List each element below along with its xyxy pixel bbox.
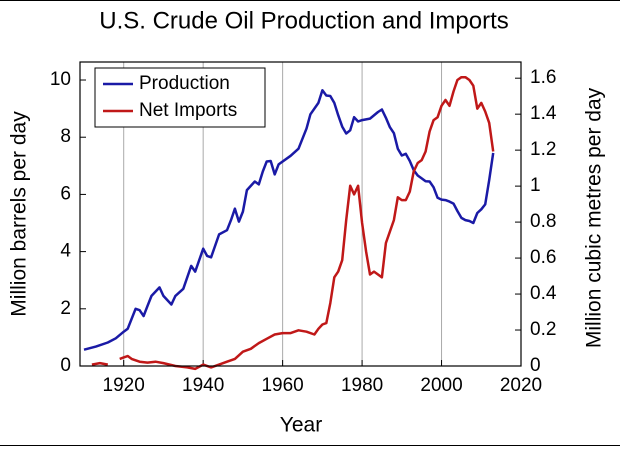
- y2-tick-label: 1.2: [530, 139, 556, 160]
- x-tick-label: 1980: [341, 375, 383, 396]
- y2-tick-label: 0.6: [530, 247, 556, 268]
- legend-label: Net Imports: [139, 100, 237, 121]
- x-tick-label: 2000: [420, 375, 462, 396]
- y-tick-label: 2: [60, 298, 71, 319]
- x-tick-label: 1920: [103, 375, 145, 396]
- y2-tick-label: 1: [530, 175, 541, 196]
- x-axis-label: Year: [280, 414, 322, 437]
- y2-axis-label: Million cubic metres per day: [583, 87, 606, 348]
- plot-frame: [79, 61, 522, 367]
- y-tick-label: 10: [50, 69, 71, 90]
- y2-tick-label: 0: [530, 355, 541, 376]
- y-tick-label: 8: [60, 126, 71, 147]
- y2-tick-label: 1.4: [530, 103, 557, 124]
- y2-tick-label: 0.4: [530, 283, 557, 304]
- x-tick-label: 1940: [182, 375, 224, 396]
- y2-tick-label: 0.8: [530, 211, 556, 232]
- y-tick-label: 6: [60, 183, 71, 204]
- legend-label: Production: [139, 73, 230, 94]
- legend-box: [94, 67, 266, 128]
- y-axis-label: Million barrels per day: [8, 111, 31, 317]
- x-tick-label: 1960: [261, 375, 303, 396]
- y2-tick-label: 0.2: [530, 319, 556, 340]
- y-tick-label: 4: [60, 241, 71, 262]
- y2-tick-label: 1.6: [530, 67, 556, 88]
- series-line: [83, 89, 495, 351]
- y-tick-label: 0: [60, 355, 71, 376]
- x-tick-label: 2020: [500, 375, 542, 396]
- chart-title: U.S. Crude Oil Production and Imports: [99, 7, 509, 34]
